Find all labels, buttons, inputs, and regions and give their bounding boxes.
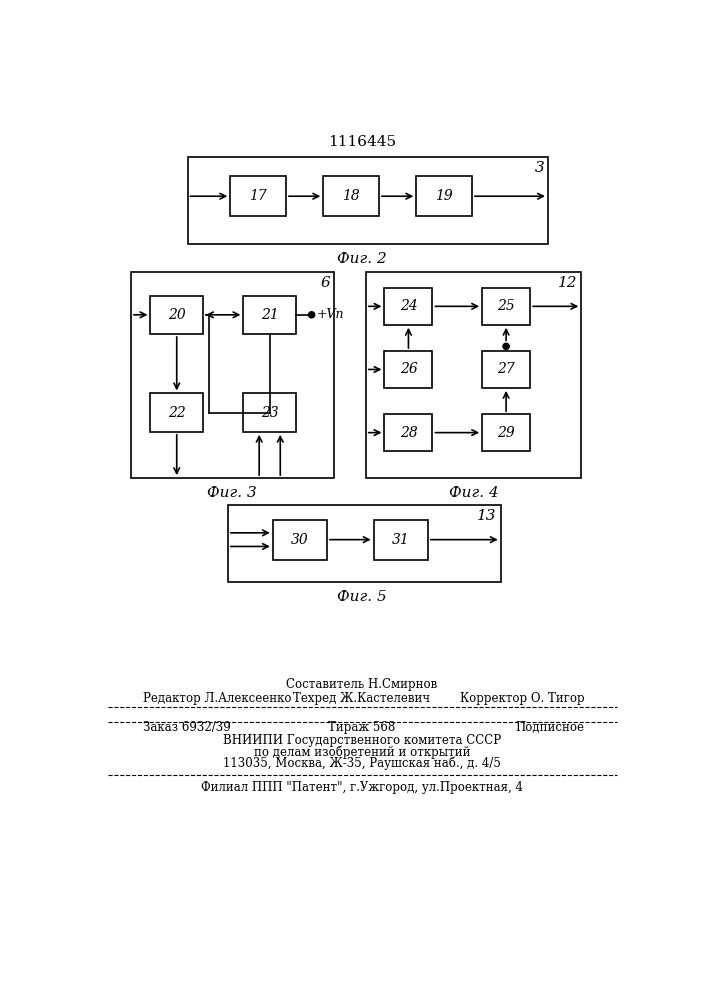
Text: Фиг. 5: Фиг. 5 [337, 590, 387, 604]
Text: ВНИИПИ Государственного комитета СССР: ВНИИПИ Государственного комитета СССР [223, 734, 501, 747]
Bar [243, 393, 296, 432]
Text: 3: 3 [534, 161, 544, 175]
Bar [482, 351, 530, 388]
Text: 24: 24 [399, 299, 417, 313]
Bar [482, 288, 530, 325]
Bar [230, 176, 286, 216]
Text: 18: 18 [342, 189, 360, 203]
Text: 22: 22 [168, 406, 186, 420]
Bar [366, 272, 581, 478]
Bar [273, 520, 327, 560]
Text: Фиг. 2: Фиг. 2 [337, 252, 387, 266]
Text: Техред Ж.Кастелевич: Техред Ж.Кастелевич [293, 692, 431, 705]
Text: 26: 26 [399, 362, 417, 376]
Text: 21: 21 [261, 308, 279, 322]
Text: Заказ 6932/39: Заказ 6932/39 [143, 721, 230, 734]
Bar [228, 505, 501, 582]
Text: Фиг. 4: Фиг. 4 [449, 486, 498, 500]
Text: Корректор О. Тигор: Корректор О. Тигор [460, 692, 585, 705]
Bar [373, 520, 428, 560]
Bar [243, 296, 296, 334]
Bar [187, 157, 548, 244]
Text: 28: 28 [399, 426, 417, 440]
Text: 13: 13 [477, 509, 497, 523]
Bar [482, 414, 530, 451]
Text: Тираж 568: Тираж 568 [328, 721, 396, 734]
Text: 31: 31 [392, 533, 409, 547]
Text: по делам изобретений и открытий: по делам изобретений и открытий [254, 745, 470, 759]
Text: Филиал ППП "Патент", г.Ужгород, ул.Проектная, 4: Филиал ППП "Патент", г.Ужгород, ул.Проек… [201, 781, 523, 794]
Text: 6: 6 [320, 276, 330, 290]
Bar [151, 296, 203, 334]
Bar [323, 176, 379, 216]
Circle shape [308, 312, 315, 318]
Text: 17: 17 [250, 189, 267, 203]
Text: 25: 25 [497, 299, 515, 313]
Text: 113035, Москва, Ж-35, Раушская наб., д. 4/5: 113035, Москва, Ж-35, Раушская наб., д. … [223, 756, 501, 770]
Text: Составитель Н.Смирнов: Составитель Н.Смирнов [286, 678, 438, 691]
Text: 12: 12 [558, 276, 578, 290]
Text: 30: 30 [291, 533, 309, 547]
Text: 23: 23 [261, 406, 279, 420]
Bar [151, 393, 203, 432]
Bar [385, 351, 433, 388]
Text: +Vп: +Vп [317, 308, 344, 321]
Text: Редактор Л.Алексеенко: Редактор Л.Алексеенко [143, 692, 291, 705]
Text: 1116445: 1116445 [328, 135, 396, 149]
Bar [385, 414, 433, 451]
Text: Подписное: Подписное [515, 721, 585, 734]
Bar [131, 272, 334, 478]
Text: 20: 20 [168, 308, 186, 322]
Bar [416, 176, 472, 216]
Text: Фиг. 3: Фиг. 3 [207, 486, 257, 500]
Text: 27: 27 [497, 362, 515, 376]
Circle shape [503, 343, 509, 349]
Bar [385, 288, 433, 325]
Text: 29: 29 [497, 426, 515, 440]
Text: 19: 19 [436, 189, 453, 203]
